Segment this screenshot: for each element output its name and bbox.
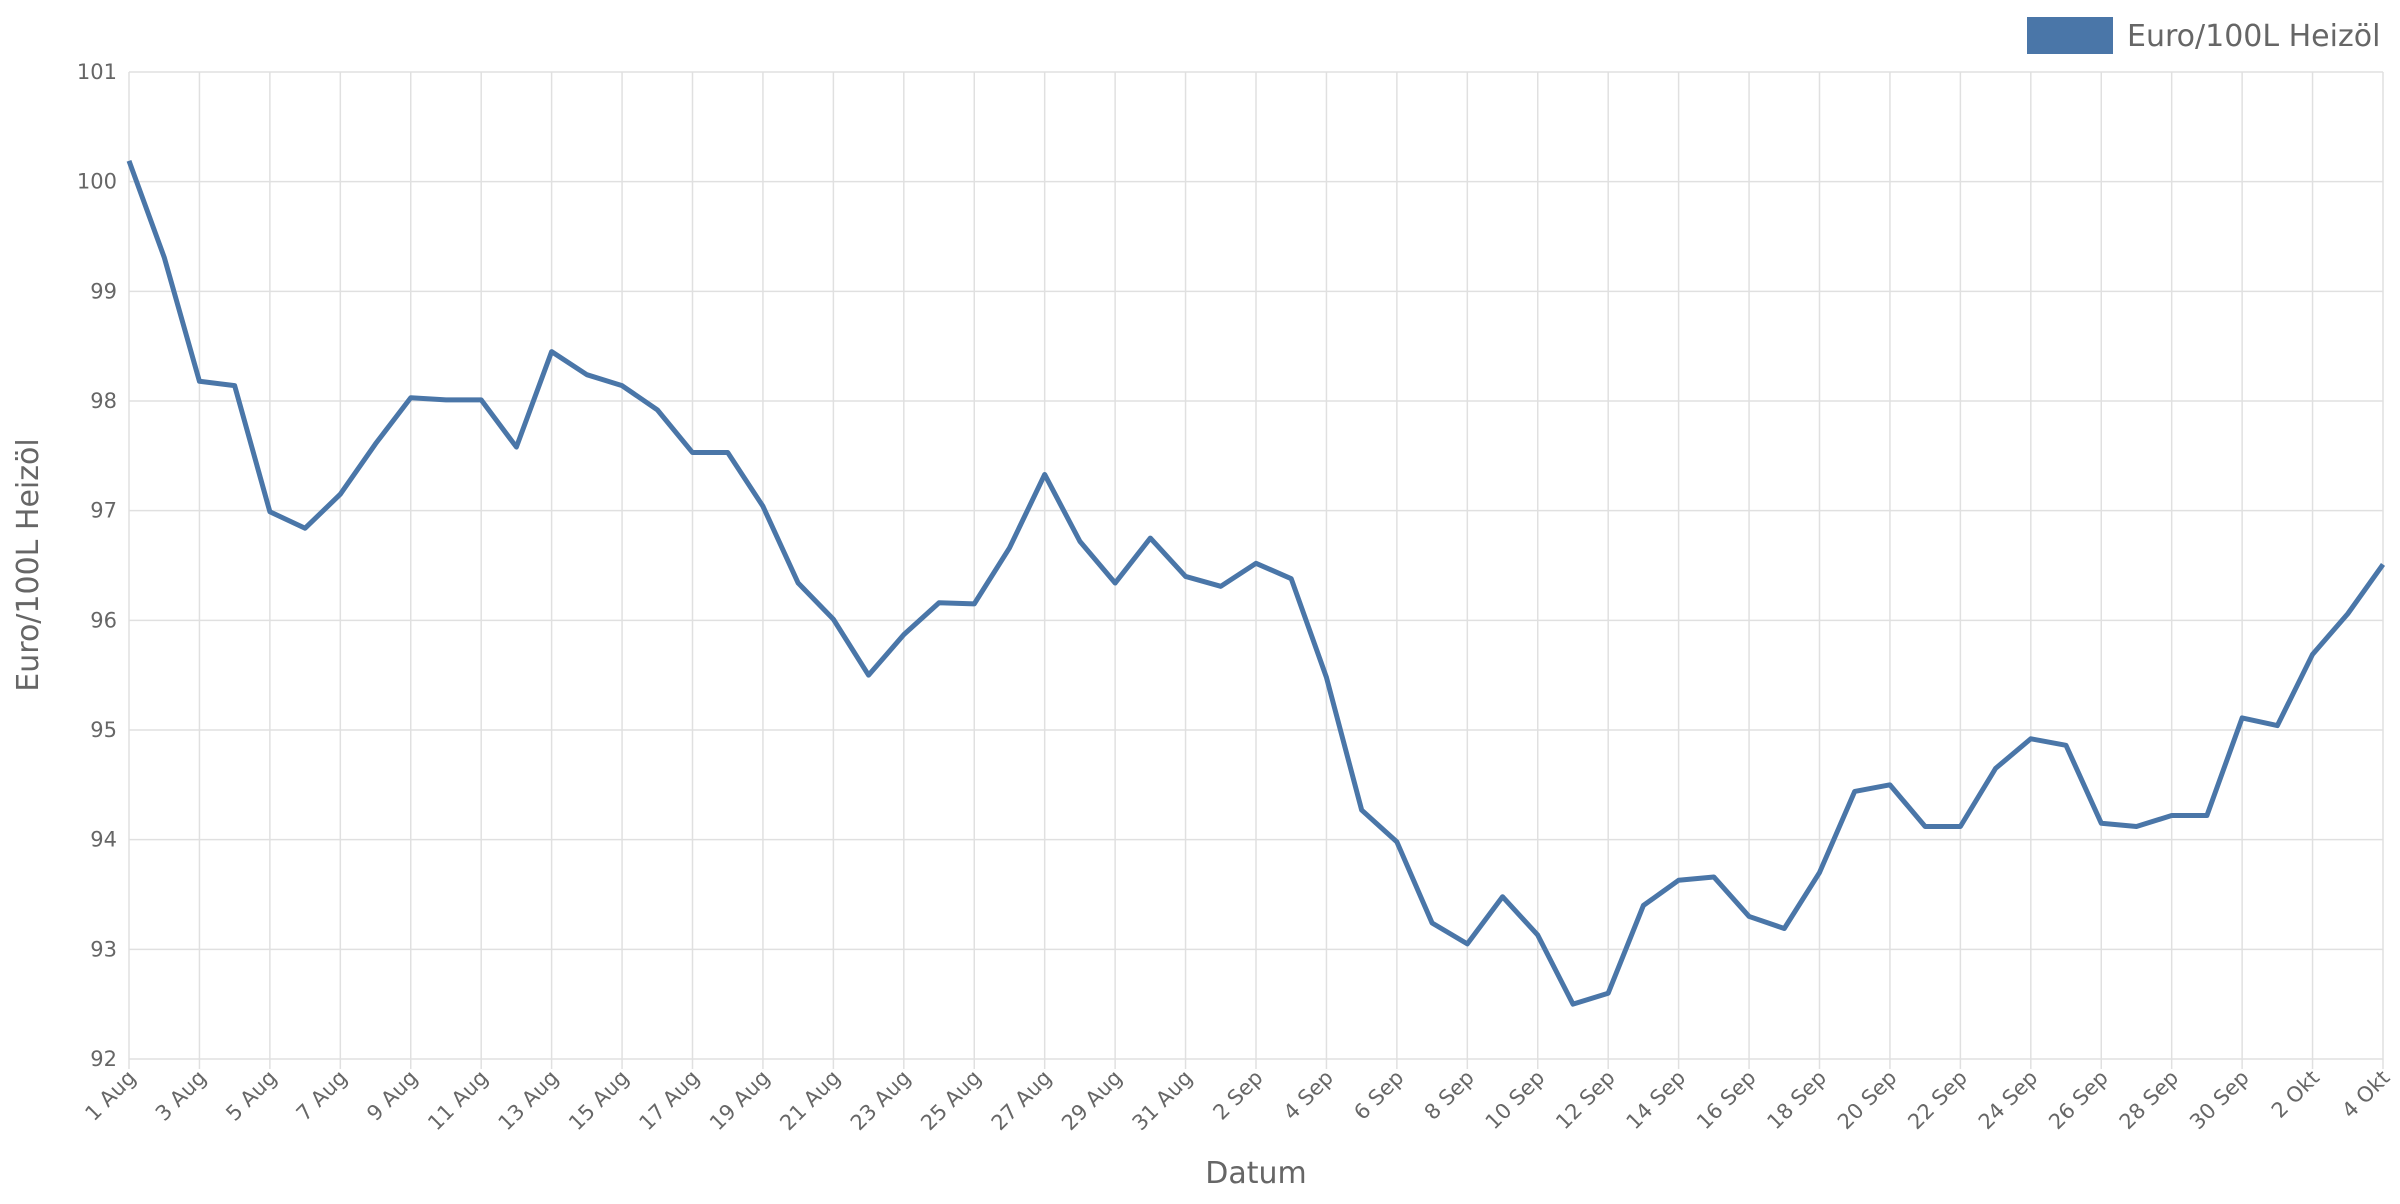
x-tick-label: 28 Sep bbox=[2115, 1066, 2184, 1135]
x-tick-label: 20 Sep bbox=[1833, 1066, 1902, 1135]
x-tick-label: 3 Aug bbox=[151, 1066, 211, 1126]
y-tick-label: 94 bbox=[90, 828, 117, 852]
x-tick-label: 1 Aug bbox=[80, 1066, 140, 1126]
y-tick-label: 95 bbox=[90, 718, 117, 742]
x-tick-label: 30 Sep bbox=[2185, 1066, 2254, 1135]
legend-label: Euro/100L Heizöl bbox=[2127, 19, 2380, 54]
x-tick-label: 4 Sep bbox=[1279, 1066, 1338, 1125]
x-tick-label: 2 Okt bbox=[2267, 1066, 2324, 1123]
y-tick-label: 100 bbox=[77, 170, 117, 194]
x-tick-label: 22 Sep bbox=[1903, 1066, 1972, 1135]
x-axis-title: Datum bbox=[1205, 1156, 1306, 1191]
x-tick-label: 31 Aug bbox=[1128, 1066, 1198, 1136]
x-tick-label: 10 Sep bbox=[1481, 1066, 1550, 1135]
y-tick-label: 97 bbox=[90, 499, 117, 523]
x-tick-label: 6 Sep bbox=[1349, 1066, 1408, 1125]
x-tick-label: 15 Aug bbox=[564, 1066, 634, 1136]
x-tick-label: 27 Aug bbox=[987, 1066, 1057, 1136]
x-tick-label: 14 Sep bbox=[1622, 1066, 1691, 1135]
y-tick-label: 96 bbox=[90, 608, 117, 632]
x-tick-label: 2 Sep bbox=[1208, 1066, 1267, 1125]
x-tick-label: 25 Aug bbox=[916, 1066, 986, 1136]
y-tick-label: 101 bbox=[77, 60, 117, 84]
x-tick-label: 24 Sep bbox=[1974, 1066, 2043, 1135]
y-tick-label: 93 bbox=[90, 937, 117, 961]
x-tick-label: 16 Sep bbox=[1692, 1066, 1761, 1135]
x-tick-label: 4 Okt bbox=[2337, 1066, 2394, 1123]
x-tick-label: 29 Aug bbox=[1057, 1066, 1127, 1136]
line-series bbox=[126, 159, 2386, 1007]
x-tick-label: 7 Aug bbox=[292, 1066, 352, 1126]
x-tick-label: 9 Aug bbox=[362, 1066, 422, 1126]
x-tick-label: 21 Aug bbox=[775, 1066, 845, 1136]
y-tick-label: 98 bbox=[90, 389, 117, 413]
y-axis-title: Euro/100L Heizöl bbox=[11, 438, 46, 691]
x-tick-label: 8 Sep bbox=[1420, 1066, 1479, 1125]
legend-swatch bbox=[2027, 17, 2113, 54]
x-tick-label: 5 Aug bbox=[221, 1066, 281, 1126]
x-tick-label: 26 Sep bbox=[2044, 1066, 2113, 1135]
x-tick-label: 11 Aug bbox=[423, 1066, 493, 1136]
y-tick-label: 92 bbox=[90, 1047, 117, 1071]
x-tick-label: 13 Aug bbox=[494, 1066, 564, 1136]
x-tick-label: 23 Aug bbox=[846, 1066, 916, 1136]
x-tick-label: 17 Aug bbox=[634, 1066, 704, 1136]
x-tick-label: 12 Sep bbox=[1551, 1066, 1620, 1135]
x-tick-label: 18 Sep bbox=[1762, 1066, 1831, 1135]
y-tick-label: 99 bbox=[90, 279, 117, 303]
x-tick-label: 19 Aug bbox=[705, 1066, 775, 1136]
